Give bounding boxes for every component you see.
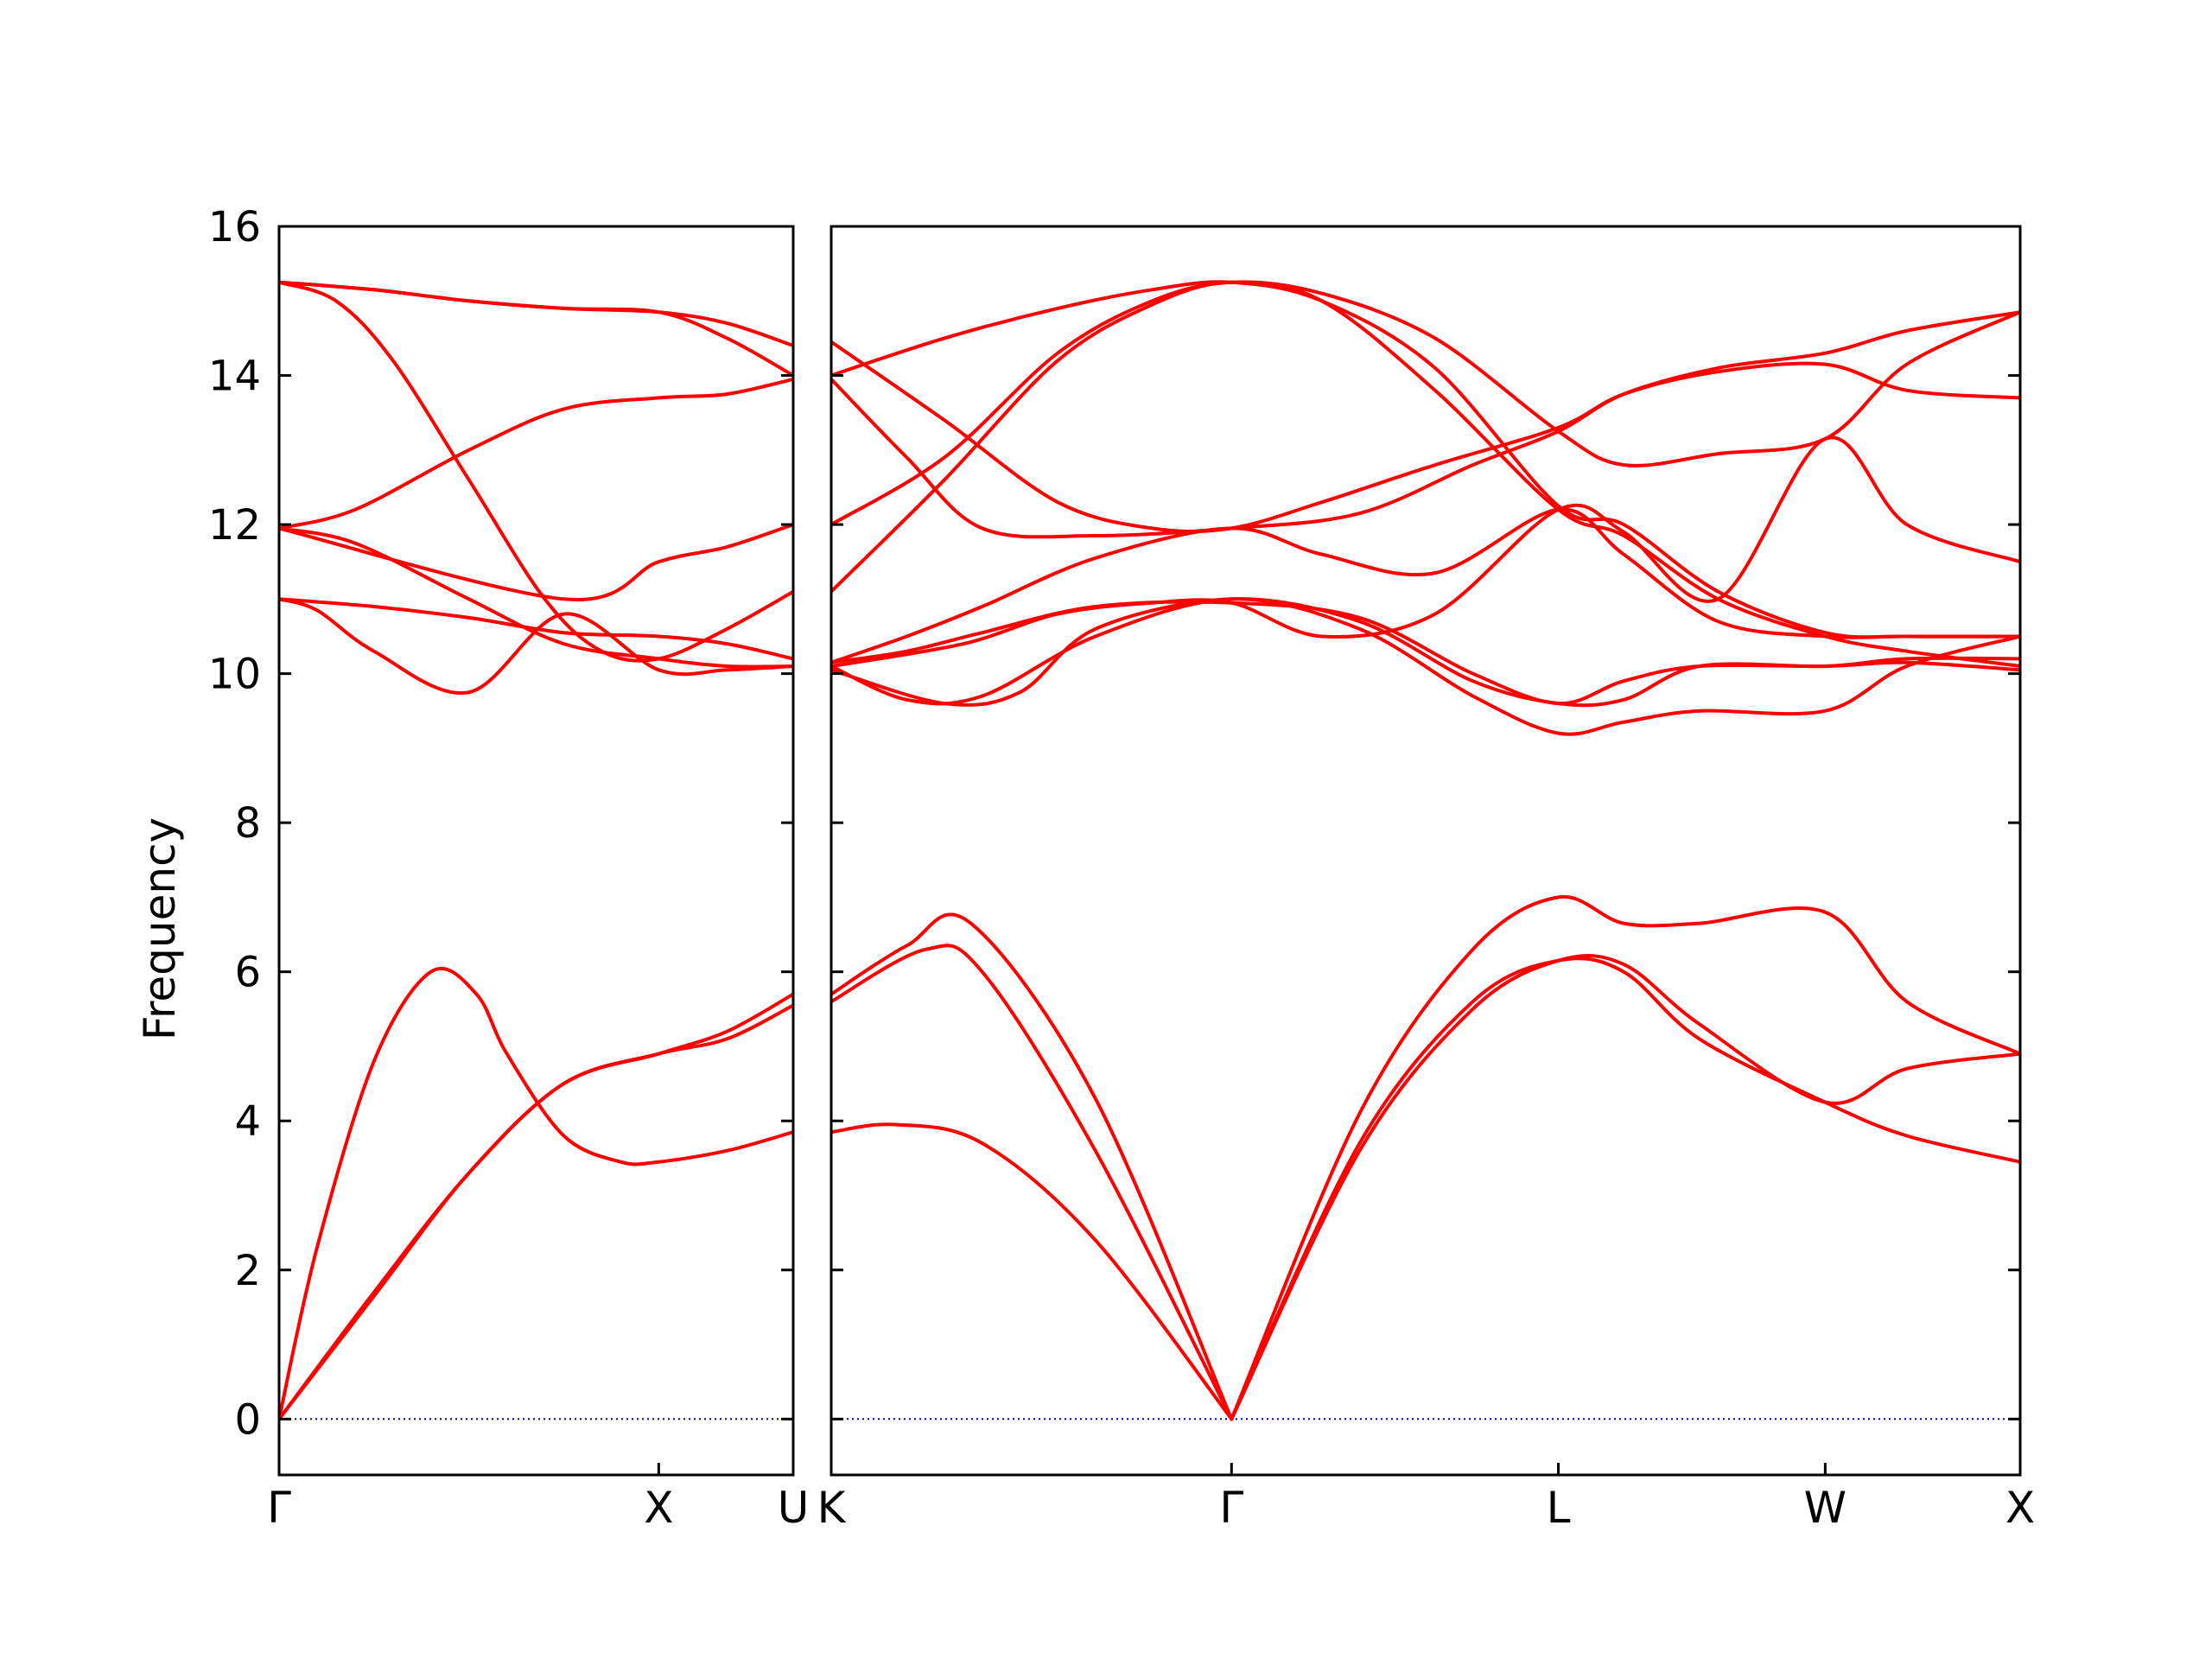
- x-tick-label: L: [1547, 1483, 1571, 1533]
- y-tick-label: 8: [234, 799, 261, 848]
- band-line: [831, 944, 1234, 1421]
- band-line: [279, 280, 793, 378]
- band-line: [831, 280, 2020, 668]
- panel-right: [830, 225, 2022, 1477]
- plot-frame-right: [830, 225, 2022, 1477]
- x-tick-label: U: [778, 1483, 810, 1533]
- y-tick-label: 16: [208, 203, 261, 251]
- band-line: [831, 340, 2020, 534]
- band-line: [279, 280, 793, 663]
- y-tick-label: 10: [208, 651, 261, 699]
- band-line: [831, 310, 2020, 539]
- x-tick-label: X: [2005, 1483, 2035, 1533]
- band-line: [1230, 953, 2020, 1421]
- band-line: [279, 966, 793, 1421]
- x-tick-label: Γ: [1219, 1483, 1243, 1533]
- plot-frame-left: [277, 225, 795, 1477]
- band-line: [831, 1122, 1234, 1421]
- band-line: [279, 523, 793, 602]
- band-line: [831, 912, 1234, 1421]
- x-tick-label: W: [1804, 1483, 1847, 1533]
- y-tick-label: 14: [208, 353, 261, 401]
- band-line: [831, 435, 2020, 668]
- band-line: [279, 597, 793, 696]
- band-line: [279, 377, 793, 531]
- x-tick-label: K: [817, 1483, 847, 1533]
- y-tick-labels: 0 2 4 6 8 10 12 14 16: [208, 203, 261, 1444]
- panel-left: [277, 225, 795, 1477]
- y-tick-label: 2: [234, 1247, 261, 1295]
- band-line: [831, 600, 2020, 706]
- band-lines-left: [279, 280, 793, 1421]
- y-axis-label: Frequency: [135, 817, 185, 1040]
- band-line: [1230, 957, 2020, 1421]
- band-line: [279, 1003, 793, 1421]
- y-tick-label: 12: [208, 501, 261, 550]
- band-line: [279, 526, 793, 669]
- y-tick-label: 0: [234, 1395, 261, 1444]
- x-tick-label: X: [644, 1483, 673, 1533]
- y-tick-label: 4: [234, 1097, 261, 1146]
- band-line: [831, 597, 2020, 736]
- band-line: [831, 280, 2020, 639]
- y-tick-label: 6: [234, 949, 261, 997]
- band-line: [1230, 894, 2020, 1421]
- band-line: [279, 597, 793, 661]
- band-lines-right: [831, 280, 2020, 1421]
- x-tick-label: Γ: [267, 1483, 291, 1533]
